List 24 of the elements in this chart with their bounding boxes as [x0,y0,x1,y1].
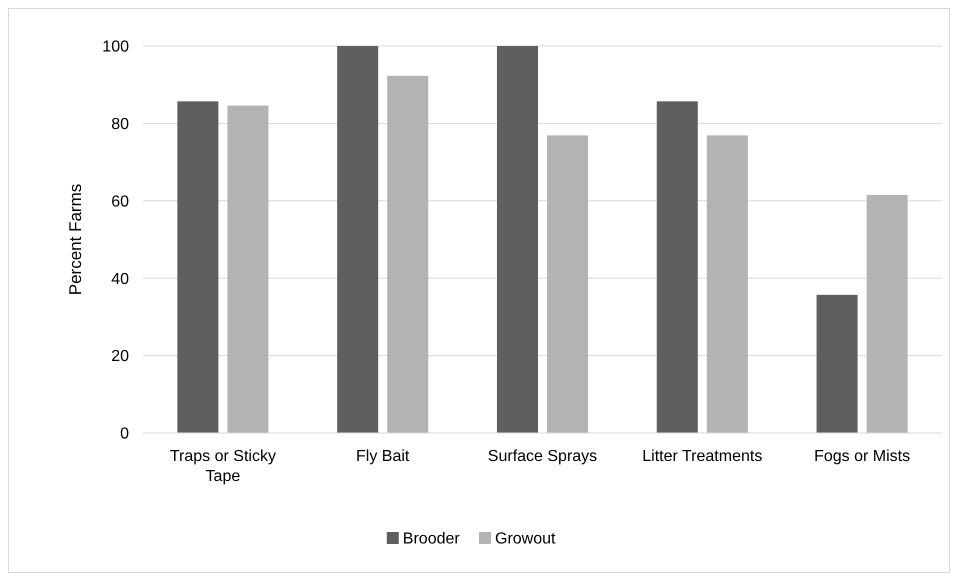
bar [656,101,698,433]
x-tick-label: Litter Treatments [642,448,762,465]
y-tick-label: 0 [120,426,130,443]
y-tick-label: 80 [111,116,130,133]
bar [706,135,748,433]
y-tick-label: 20 [111,348,130,366]
y-tick-label: 100 [102,38,130,56]
y-axis-title: Percent Farms [66,184,85,296]
y-tick-label: 60 [111,193,130,210]
bar [387,76,428,433]
bar [496,46,538,433]
x-tick-label: Fly Bait [356,448,410,465]
y-tick-label: 40 [111,270,130,288]
bar [547,135,588,433]
x-tick-label: Traps or Sticky Tape [170,448,276,485]
bar [227,106,268,433]
legend-label: Growout [495,530,556,548]
bar [816,294,858,433]
x-tick-label: Fogs or Mists [814,448,910,465]
legend-label: Brooder [402,530,460,548]
bar [177,101,218,433]
bar [866,194,908,433]
bar [337,46,378,433]
x-tick-label: Surface Sprays [488,448,598,465]
